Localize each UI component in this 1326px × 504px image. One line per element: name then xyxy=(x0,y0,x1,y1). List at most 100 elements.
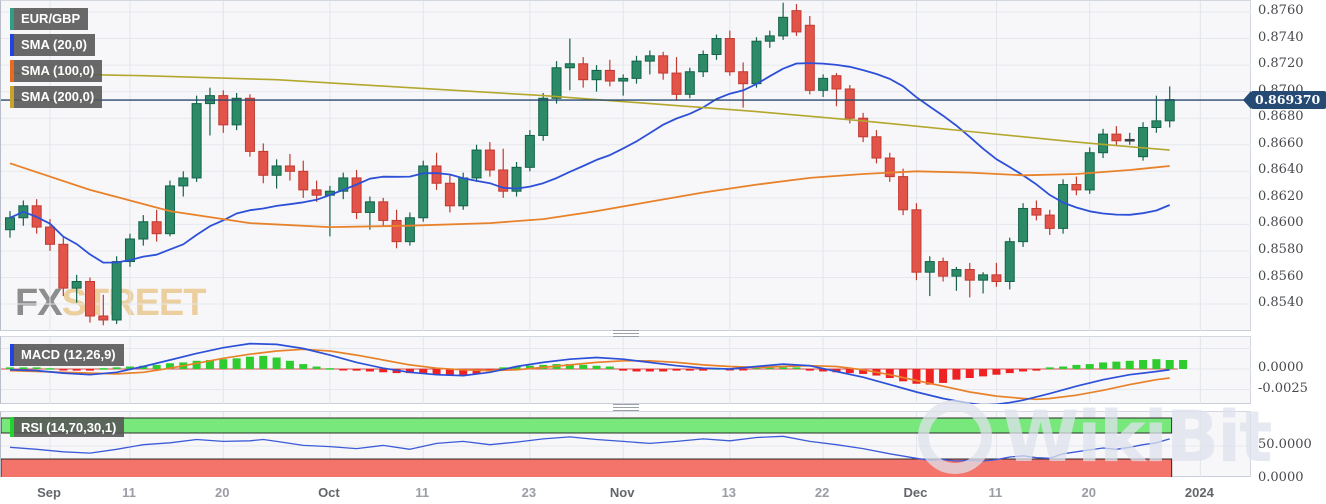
candle-body xyxy=(404,217,415,243)
sma100-label: SMA (100,0) xyxy=(10,60,103,82)
candle-body xyxy=(684,71,695,95)
x-axis-label: 13 xyxy=(721,485,737,500)
symbol-label-text: EUR/GBP xyxy=(21,11,81,26)
sma20-label-text: SMA (20,0) xyxy=(21,37,87,52)
macd-plot[interactable] xyxy=(1,337,1251,404)
x-axis-label: 20 xyxy=(215,485,230,500)
macd-histogram-bar xyxy=(472,369,481,374)
candle-body xyxy=(738,71,749,85)
macd-histogram-bar xyxy=(619,369,628,371)
sma100-swatch xyxy=(10,60,14,82)
candle-body xyxy=(751,40,762,85)
price-axis-label: 0.8580 xyxy=(1258,241,1304,257)
candle-body xyxy=(111,261,122,321)
macd-histogram-bar xyxy=(379,369,388,373)
candle-body xyxy=(5,217,15,231)
rsi-plot[interactable] xyxy=(1,412,1251,477)
price-axis-label: 0.8720 xyxy=(1258,56,1304,72)
candle-body xyxy=(1031,207,1042,216)
candle-body xyxy=(1018,207,1029,243)
rsi-axis-label: 50.0000 xyxy=(1258,437,1312,452)
candle-body xyxy=(631,60,642,79)
macd-histogram-bar xyxy=(685,369,694,371)
price-axis-label: 0.8760 xyxy=(1258,3,1304,18)
macd-histogram-bar xyxy=(459,369,468,376)
macd-histogram-bar xyxy=(1059,366,1068,369)
macd-histogram-bar xyxy=(45,368,54,370)
sma20-line xyxy=(9,62,1171,264)
rsi-line xyxy=(9,435,1170,462)
sma20-swatch xyxy=(10,34,14,56)
price-axis-label: 0.8620 xyxy=(1258,188,1304,204)
candle-body xyxy=(58,243,69,289)
candle-body xyxy=(364,201,375,213)
sma100-label-text: SMA (100,0) xyxy=(21,63,95,78)
macd-histogram-bar xyxy=(72,369,81,371)
x-axis-label: 22 xyxy=(814,485,830,500)
candle-body xyxy=(564,63,575,69)
candle-body xyxy=(591,69,602,81)
macd-histogram-bar xyxy=(259,355,268,369)
macd-histogram-bar xyxy=(885,369,894,379)
candle-body xyxy=(538,97,549,136)
x-axis-label: 2024 xyxy=(1184,485,1214,500)
candle-body xyxy=(1164,99,1175,122)
macd-histogram-bar xyxy=(1099,362,1108,369)
candle-body xyxy=(618,77,629,82)
macd-histogram-bar xyxy=(405,369,414,374)
candle-body xyxy=(218,95,229,126)
price-axis-label: 0.8600 xyxy=(1258,215,1304,231)
candle-body xyxy=(1058,184,1069,229)
macd-histogram-bar xyxy=(899,369,908,382)
x-axis-label: 11 xyxy=(122,485,136,500)
macd-histogram-bar xyxy=(845,369,854,374)
candle-body xyxy=(444,182,455,207)
macd-histogram-bar xyxy=(245,356,254,369)
price-axis-label: 0.8740 xyxy=(1258,29,1304,45)
macd-panel[interactable] xyxy=(0,336,1251,404)
x-axis-label: Sep xyxy=(37,485,61,500)
macd-histogram-bar xyxy=(512,366,521,369)
price-plot[interactable] xyxy=(1,1,1251,331)
candle-body xyxy=(258,150,269,176)
macd-histogram-bar xyxy=(579,364,588,369)
macd-histogram-bar xyxy=(859,369,868,374)
rsi-oversold-band xyxy=(1,458,1173,477)
candle-body xyxy=(938,261,949,277)
macd-histogram-bar xyxy=(1005,369,1014,374)
macd-histogram-bar xyxy=(659,369,668,372)
macd-histogram-bar xyxy=(739,369,748,371)
macd-histogram-bar xyxy=(952,369,961,380)
macd-axis-label: 0.0000 xyxy=(1258,360,1304,375)
macd-histogram-bar xyxy=(325,368,334,370)
panel-resize-handle-rsi[interactable] xyxy=(613,404,639,411)
candle-body xyxy=(458,177,469,207)
x-axis-label: Nov xyxy=(609,485,635,500)
candle-body xyxy=(844,88,855,119)
macd-histogram-bar xyxy=(1179,359,1188,369)
macd-histogram-bar xyxy=(432,369,441,375)
candle-body xyxy=(991,274,1002,282)
sma200-label: SMA (200,0) xyxy=(10,86,103,108)
rsi-panel[interactable] xyxy=(0,411,1251,477)
sma20-label: SMA (20,0) xyxy=(10,34,95,56)
sma100-line xyxy=(9,162,1170,229)
x-axis-label: Oct xyxy=(318,485,340,500)
rsi-overbought-band xyxy=(1,417,1173,434)
macd-histogram-bar xyxy=(939,369,948,383)
price-axis-label: 0.8680 xyxy=(1258,109,1304,125)
price-axis-label: 0.8540 xyxy=(1258,295,1304,311)
candle-body xyxy=(604,69,615,82)
price-axis-label: 0.8660 xyxy=(1258,135,1304,151)
panel-resize-handle-macd[interactable] xyxy=(613,330,639,337)
macd-histogram-bar xyxy=(565,364,574,369)
macd-histogram-bar xyxy=(765,367,774,369)
candle-body xyxy=(831,75,842,90)
candle-body xyxy=(98,315,109,321)
x-axis-label: 20 xyxy=(1081,485,1096,500)
candle-body xyxy=(551,67,562,99)
macd-histogram-bar xyxy=(1032,369,1041,371)
price-panel[interactable]: FXSTREET xyxy=(0,0,1251,331)
candle-body xyxy=(511,166,522,192)
